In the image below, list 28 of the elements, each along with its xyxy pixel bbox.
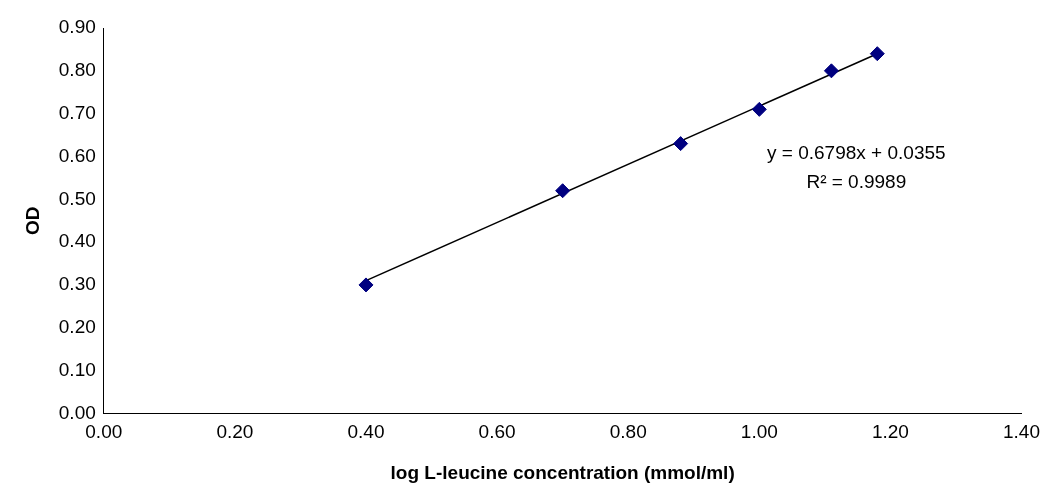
- y-tick-label: 0.60: [58, 144, 96, 166]
- x-axis-title: log L-leucine concentration (mmol/ml): [390, 461, 735, 483]
- x-tick-label: 0.40: [347, 421, 385, 443]
- y-tick-label: 0.10: [58, 358, 96, 380]
- annotation: R² = 0.9989: [806, 171, 907, 193]
- y-tick-label: 0.50: [58, 187, 96, 209]
- x-tick-label: 1.20: [871, 421, 909, 443]
- x-tick-label: 1.00: [740, 421, 778, 443]
- x-tick-label: 0.60: [478, 421, 516, 443]
- y-tick-label: 0.90: [58, 16, 96, 38]
- point: [823, 63, 839, 79]
- y-tick-label: 0.30: [58, 273, 96, 295]
- point: [555, 183, 571, 199]
- point: [751, 101, 767, 117]
- x-tick-label: 1.40: [1003, 421, 1040, 443]
- y-tick-label: 0.40: [58, 230, 96, 252]
- y-tick-label: 0.00: [58, 401, 96, 423]
- annotation: y = 0.6798x + 0.0355: [767, 142, 946, 164]
- y-tick-label: 0.20: [58, 315, 96, 337]
- y-tick-label: 0.70: [58, 101, 96, 123]
- point: [673, 136, 689, 152]
- y-axis-title: OD: [21, 206, 43, 235]
- point: [869, 46, 885, 62]
- x-tick-label: 0.80: [609, 421, 647, 443]
- point: [358, 277, 374, 293]
- y-tick-label: 0.80: [58, 59, 96, 81]
- x-tick-label: 0.20: [216, 421, 254, 443]
- x-tick-label: 0.00: [85, 421, 123, 443]
